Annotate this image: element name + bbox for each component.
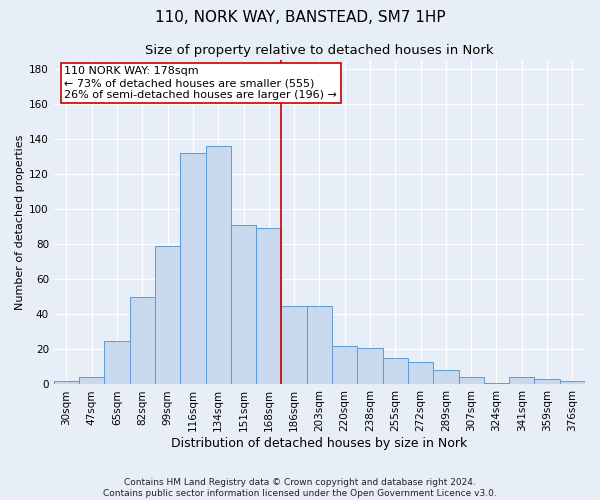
Bar [484,382,509,384]
Bar [358,348,383,385]
Bar [458,378,484,384]
Bar [307,306,332,384]
Bar [383,358,408,384]
Text: 110, NORK WAY, BANSTEAD, SM7 1HP: 110, NORK WAY, BANSTEAD, SM7 1HP [155,10,445,25]
Bar [79,378,104,384]
Text: 110 NORK WAY: 178sqm
← 73% of detached houses are smaller (555)
26% of semi-deta: 110 NORK WAY: 178sqm ← 73% of detached h… [64,66,337,100]
Bar [509,378,535,384]
Bar [54,381,79,384]
Title: Size of property relative to detached houses in Nork: Size of property relative to detached ho… [145,44,494,58]
Bar [130,297,155,384]
Bar [281,306,307,384]
Bar [408,362,433,384]
Bar [155,246,180,384]
Bar [535,379,560,384]
Bar [104,340,130,384]
Bar [256,228,281,384]
Bar [332,346,358,385]
Bar [206,146,231,384]
X-axis label: Distribution of detached houses by size in Nork: Distribution of detached houses by size … [171,437,467,450]
Bar [231,225,256,384]
Bar [560,381,585,384]
Y-axis label: Number of detached properties: Number of detached properties [15,134,25,310]
Bar [180,153,206,384]
Bar [433,370,458,384]
Text: Contains HM Land Registry data © Crown copyright and database right 2024.
Contai: Contains HM Land Registry data © Crown c… [103,478,497,498]
